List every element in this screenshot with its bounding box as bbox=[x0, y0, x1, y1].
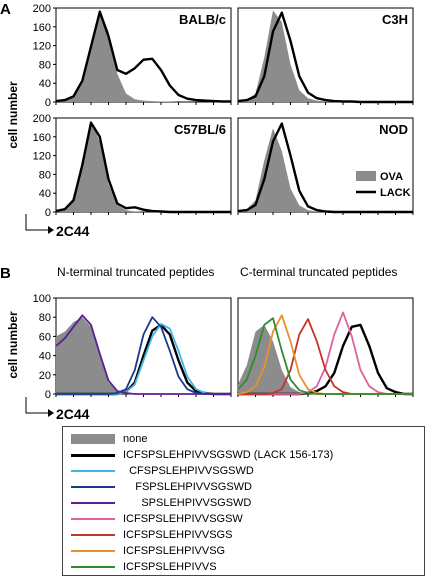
legend-row: ICFSPSLEHPIVVSGSW bbox=[71, 511, 243, 527]
series-line-1 bbox=[55, 121, 231, 214]
legend-label: SPSLEHPIVVSGSWD bbox=[123, 497, 252, 509]
legend-row: none bbox=[71, 431, 147, 447]
legend-row: CFSPSLEHPIVVSGSWD bbox=[71, 463, 254, 479]
legend-label: FSPSLEHPIVVSGSWD bbox=[123, 481, 252, 493]
series-fill-ova bbox=[56, 8, 231, 102]
series-line-1 bbox=[237, 122, 413, 214]
y-tick-label: 120 bbox=[33, 41, 51, 53]
y-tick-label: 80 bbox=[39, 59, 51, 71]
legend-row: ICFSPSLEHPIVVS bbox=[71, 559, 217, 575]
legend-label: ICFSPSLEHPIVVS bbox=[123, 561, 217, 573]
legend-swatch bbox=[71, 434, 115, 444]
panel-title: C57BL/6 bbox=[174, 122, 226, 137]
panel-b-left-title: N-terminal truncated peptides bbox=[57, 265, 214, 279]
y-axis-label-a: cell number bbox=[6, 81, 20, 149]
series-line-1 bbox=[237, 11, 413, 104]
legend-swatch-ova bbox=[356, 171, 376, 181]
legend-swatch bbox=[71, 550, 115, 552]
y-tick-label: 80 bbox=[39, 312, 51, 324]
legend-label: LACK bbox=[380, 187, 411, 199]
legend-label: none bbox=[123, 433, 148, 445]
legend-swatch bbox=[71, 518, 115, 520]
y-axis-label-b: cell number bbox=[6, 311, 20, 379]
panel-title: NOD bbox=[379, 122, 408, 137]
panel-b-letter: B bbox=[0, 265, 11, 282]
y-tick-label: 120 bbox=[33, 151, 51, 163]
legend-swatch bbox=[71, 566, 115, 568]
legend-row: ICFSPSLEHPIVVSGS bbox=[71, 527, 232, 543]
panel-a-letter: A bbox=[0, 1, 11, 18]
legend-row: SPSLEHPIVVSGSWD bbox=[71, 495, 251, 511]
legend-label: ICFSPSLEHPIVVSGSW bbox=[123, 513, 243, 525]
y-tick-label: 160 bbox=[33, 132, 51, 144]
y-tick-label: 40 bbox=[39, 351, 51, 363]
y-tick-label: 160 bbox=[33, 22, 51, 34]
legend-row: ICFSPSLEHPIVVSGSWD (LACK 156-173) bbox=[71, 447, 333, 463]
legend-swatch bbox=[71, 453, 115, 457]
legend-label: OVA bbox=[380, 171, 403, 183]
panel-b-right-title: C-terminal truncated peptides bbox=[240, 265, 397, 279]
y-tick-label: 20 bbox=[39, 370, 51, 382]
series-fill-ova bbox=[238, 128, 413, 212]
series-line-5 bbox=[237, 317, 413, 395]
legend-swatch bbox=[71, 486, 115, 488]
x-axis-arrow-b bbox=[25, 397, 54, 417]
y-tick-label: 0 bbox=[45, 207, 51, 219]
x-axis-arrow-a bbox=[25, 214, 54, 234]
series-fill-ova bbox=[56, 120, 231, 212]
legend-row: FSPSLEHPIVVSGSWD bbox=[71, 479, 252, 495]
legend-swatch bbox=[71, 470, 115, 472]
legend-label: CFSPSLEHPIVVSGSWD bbox=[123, 465, 254, 477]
series-line-4 bbox=[55, 314, 231, 395]
x-axis-label-a: 2C44 bbox=[56, 223, 90, 239]
y-tick-label: 100 bbox=[33, 293, 51, 305]
legend-swatch bbox=[71, 534, 115, 536]
y-tick-label: 0 bbox=[45, 389, 51, 401]
series-fill-none bbox=[238, 324, 413, 394]
legend-label: ICFSPSLEHPIVVSGSWD (LACK 156-173) bbox=[123, 449, 334, 461]
panel-title: BALB/c bbox=[179, 12, 226, 27]
legend-swatch bbox=[71, 502, 115, 504]
y-tick-label: 40 bbox=[39, 188, 51, 200]
x-axis-label-b: 2C44 bbox=[56, 406, 90, 422]
legend-row: ICFSPSLEHPIVVSG bbox=[71, 543, 225, 559]
legend-label: ICFSPSLEHPIVVSGS bbox=[123, 529, 233, 541]
y-tick-label: 200 bbox=[33, 3, 51, 15]
series-fill-ova bbox=[238, 10, 413, 102]
y-tick-label: 80 bbox=[39, 169, 51, 181]
y-tick-label: 60 bbox=[39, 331, 51, 343]
series-line-1 bbox=[55, 10, 231, 103]
series-fill-none bbox=[56, 317, 231, 394]
legend-label: ICFSPSLEHPIVVSG bbox=[123, 545, 226, 557]
legend: none ICFSPSLEHPIVVSGSWD (LACK 156-173) CF… bbox=[62, 426, 425, 576]
y-tick-label: 200 bbox=[33, 113, 51, 125]
y-tick-label: 40 bbox=[39, 78, 51, 90]
panel-title: C3H bbox=[382, 12, 408, 27]
y-tick-label: 0 bbox=[45, 97, 51, 109]
